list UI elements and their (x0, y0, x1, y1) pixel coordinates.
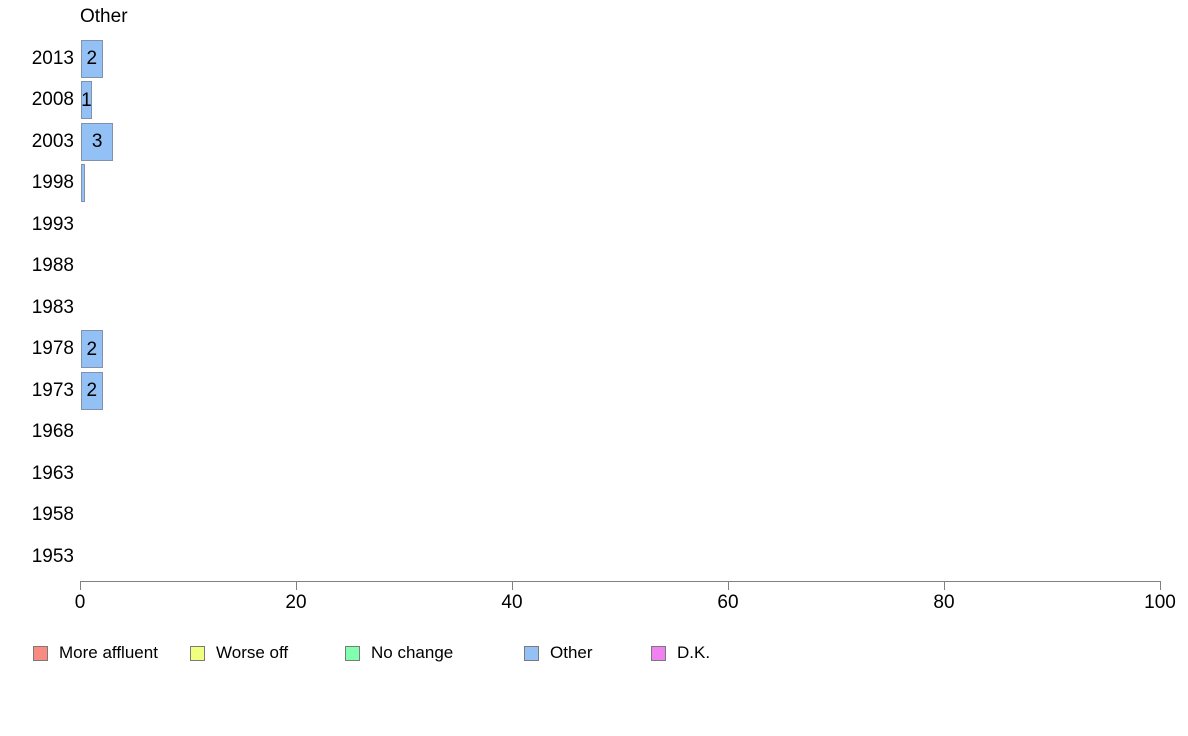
legend-color-swatch (345, 645, 360, 661)
legend-color-swatch (651, 645, 666, 661)
chart-title: Other (80, 6, 128, 27)
legend-label: More affluent (59, 643, 158, 662)
chart-row: 1998 (32, 163, 1160, 205)
y-axis-tick-label: 1998 (31, 172, 74, 194)
y-axis-tick-label: 1988 (31, 255, 74, 277)
legend-label: No change (371, 643, 454, 662)
chart-row: 2003 3 (32, 121, 1160, 163)
bar: 2 (81, 371, 103, 410)
bar-value-label: 2 (86, 380, 98, 402)
chart-row: 2013 2 (32, 38, 1160, 80)
bar: 2 (81, 330, 103, 369)
chart-row: 1993 (32, 204, 1160, 246)
y-axis-tick-label: 1958 (31, 504, 74, 526)
y-axis-tick-label: 1953 (31, 545, 74, 567)
legend-label: Worse off (216, 643, 289, 662)
legend-item[interactable]: No change (345, 640, 453, 666)
legend-item[interactable]: Other (524, 640, 593, 666)
chart-row: 1963 (32, 453, 1160, 495)
bar: 1 (81, 81, 92, 120)
bar-value-label: 2 (86, 48, 98, 70)
chart-row: 1973 2 (32, 370, 1160, 412)
legend-item[interactable]: More affluent (33, 640, 158, 666)
x-axis-tick-label: 0 (74, 592, 86, 613)
x-axis-tick-label: 40 (501, 592, 523, 613)
x-axis-tick (944, 581, 945, 590)
chart-row: 1988 (32, 246, 1160, 288)
bar-value-label: 1 (81, 89, 92, 111)
bar: 3 (81, 122, 114, 161)
y-axis-tick-label: 1963 (31, 462, 74, 484)
x-axis-tick (512, 581, 513, 590)
y-axis-tick-label: 1973 (31, 379, 74, 401)
y-axis-tick-label: 2008 (31, 89, 74, 111)
legend-color-swatch (33, 645, 48, 661)
x-axis-tick-label: 100 (1144, 592, 1176, 613)
chart-row: 1953 (32, 536, 1160, 578)
y-axis-tick-label: 1983 (31, 296, 74, 318)
chart-row: 1983 (32, 287, 1160, 329)
y-axis-tick-label: 2013 (31, 47, 74, 69)
chart-row: 2008 1 (32, 80, 1160, 122)
x-axis-tick-label: 60 (717, 592, 739, 613)
y-axis-tick-label: 2003 (31, 130, 74, 152)
legend-color-swatch (190, 645, 205, 661)
chart-row: 1968 (32, 412, 1160, 454)
x-axis-tick (1160, 581, 1161, 590)
legend-item[interactable]: Worse off (190, 640, 288, 666)
bar (81, 164, 86, 203)
chart-row: 1978 2 (32, 329, 1160, 371)
plot-area: 2013 2 2008 1 2003 3 1998 1993 1988 1983 1978 2 1973… (32, 38, 1160, 581)
legend-label: D.K. (677, 643, 711, 662)
x-axis-tick-label: 20 (285, 592, 307, 613)
y-axis-tick-label: 1993 (31, 213, 74, 235)
chart-row: 1958 (32, 495, 1160, 537)
bar-value-label: 2 (86, 338, 98, 360)
x-axis-line (80, 581, 1160, 582)
bar: 2 (81, 39, 103, 78)
bar-value-label: 3 (91, 131, 103, 153)
y-axis-tick-label: 1968 (31, 421, 74, 443)
x-axis-tick (728, 581, 729, 590)
x-axis-tick (296, 581, 297, 590)
legend-color-swatch (524, 645, 539, 661)
legend-label: Other (550, 643, 593, 662)
chart-legend: More affluent Worse off No change Other D.K. (0, 640, 1188, 666)
legend-item[interactable]: D.K. (651, 640, 710, 666)
x-axis-tick (80, 581, 81, 590)
y-axis-tick-label: 1978 (31, 338, 74, 360)
x-axis-tick-label: 80 (933, 592, 955, 613)
